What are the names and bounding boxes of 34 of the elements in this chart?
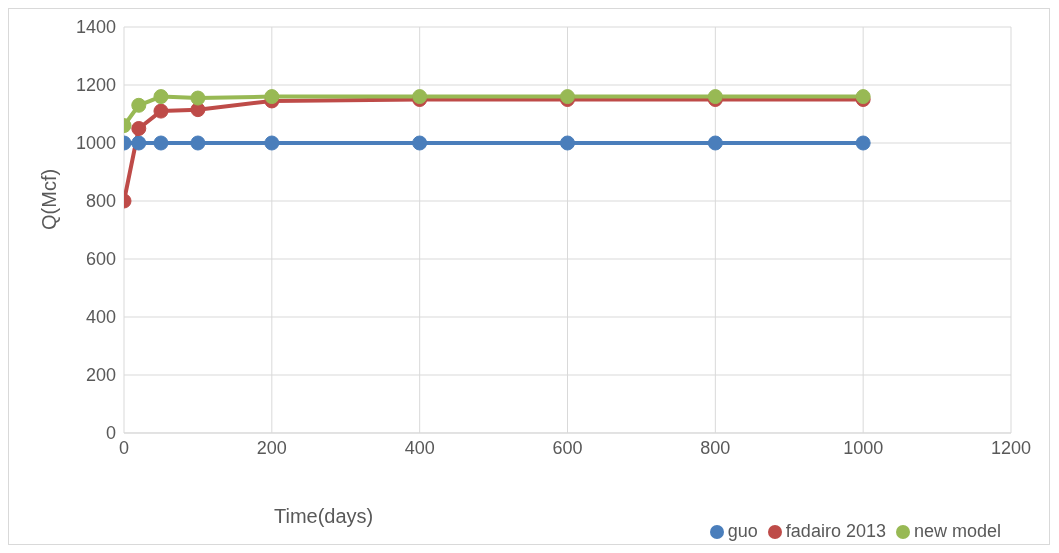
point [707,135,723,151]
point [412,135,428,151]
x-tick-label: 200 [256,437,287,458]
point [153,135,169,151]
y-axis-title: Q(Mcf) [38,168,61,230]
legend-label: guo [727,521,758,541]
point [131,135,147,151]
x-tick-label: 800 [700,437,731,458]
x-axis-title: Time(days) [274,505,374,527]
legend-label: new model [913,521,1001,541]
legend-label: fadairo 2013 [785,521,886,541]
point [131,121,147,136]
x-tick-label: 0 [118,437,130,458]
y-tick-label: 1000 [75,133,116,154]
point [190,135,206,151]
point [153,103,169,119]
y-tick-label: 200 [85,365,116,386]
y-tick-label: 800 [85,191,116,212]
y-tick-label: 1200 [75,75,116,96]
y-tick-label: 1400 [75,17,116,38]
point [131,97,147,113]
point [190,90,206,106]
point [264,135,280,151]
x-tick-label: 400 [404,437,435,458]
x-tick-label: 1000 [843,437,884,458]
y-tick-label: 600 [85,249,116,270]
point [855,135,871,151]
point [264,89,280,105]
x-tick-label: 600 [552,437,583,458]
x-tick-label: 1200 [990,437,1032,458]
point [153,89,169,105]
y-tick-label: 0 [105,423,116,444]
point [560,135,575,151]
y-tick-label: 400 [85,307,116,328]
